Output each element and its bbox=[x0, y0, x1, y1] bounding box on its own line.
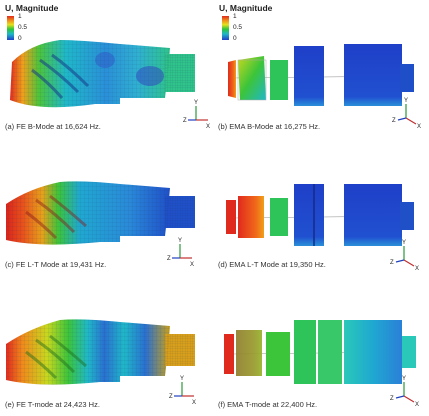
color-bar bbox=[7, 16, 14, 40]
panel-fe-t-mode: Y Z X (e) FE T-mode at 24,423 Hz. bbox=[0, 276, 214, 414]
caption-f: (f) EMA T-mode at 22,400 Hz. bbox=[218, 400, 318, 409]
axis-label-y: Y bbox=[402, 376, 406, 382]
color-bar bbox=[222, 16, 229, 40]
axis-label-z: Z bbox=[183, 118, 187, 124]
axis-triad: Y Z X bbox=[390, 240, 419, 272]
panel-ema-t-mode: Y Z X (f) EMA T-mode at 22,400 Hz. bbox=[214, 276, 428, 414]
legend-tick-mid: 0.5 bbox=[18, 24, 28, 31]
axis-label-y: Y bbox=[402, 240, 406, 246]
axis-triad: Y Z X bbox=[169, 376, 196, 406]
fe-mesh-model bbox=[6, 319, 195, 385]
legend-title: U, Magnitude bbox=[5, 3, 59, 13]
axis-label-x: X bbox=[206, 124, 210, 130]
axis-label-y: Y bbox=[180, 376, 184, 382]
panel-ema-b-mode: U, Magnitude 1 0.5 0 Y Z X (b) EMA B-Mod… bbox=[214, 0, 428, 138]
caption-e: (e) FE T-mode at 24,423 Hz. bbox=[5, 400, 100, 409]
axis-label-z: Z bbox=[390, 396, 394, 402]
axis-label-y: Y bbox=[404, 98, 408, 104]
axis-label-z: Z bbox=[392, 118, 396, 124]
fe-mesh-model bbox=[6, 181, 195, 245]
legend-tick-min: 0 bbox=[233, 35, 237, 42]
legend-tick-mid: 0.5 bbox=[233, 24, 243, 31]
panel-fe-b-mode: U, Magnitude 1 0.5 0 Y Z X (a) FE B-Mode… bbox=[0, 0, 214, 138]
axis-label-x: X bbox=[190, 262, 194, 268]
axis-label-y: Y bbox=[194, 100, 198, 106]
axis-label-z: Z bbox=[169, 394, 173, 400]
fe-mesh-model bbox=[10, 40, 195, 108]
legend-tick-max: 1 bbox=[233, 13, 237, 20]
ema-wireframe-model bbox=[224, 320, 416, 384]
caption-a: (a) FE B-Mode at 16,624 Hz. bbox=[5, 122, 101, 131]
ema-wireframe-model bbox=[226, 184, 415, 246]
panel-ema-lt-mode: Y Z X (d) EMA L-T Mode at 19,350 Hz. bbox=[214, 138, 428, 276]
axis-label-x: X bbox=[192, 400, 196, 406]
axis-label-z: Z bbox=[390, 260, 394, 266]
caption-d: (d) EMA L-T Mode at 19,350 Hz. bbox=[218, 260, 326, 269]
axis-triad: Y Z X bbox=[183, 100, 210, 130]
legend-title: U, Magnitude bbox=[219, 3, 273, 13]
axis-label-x: X bbox=[415, 266, 419, 272]
axis-triad: Y Z X bbox=[390, 376, 419, 408]
axis-label-z: Z bbox=[167, 256, 171, 262]
caption-c: (c) FE L-T Mode at 19,431 Hz. bbox=[5, 260, 107, 269]
axis-triad: Y Z X bbox=[167, 238, 194, 268]
legend-tick-min: 0 bbox=[18, 35, 22, 42]
axis-label-x: X bbox=[415, 402, 419, 408]
panel-fe-lt-mode: Y Z X (c) FE L-T Mode at 19,431 Hz. bbox=[0, 138, 214, 276]
axis-label-x: X bbox=[417, 124, 421, 130]
caption-b: (b) EMA B-Mode at 16,275 Hz. bbox=[218, 122, 321, 131]
ema-wireframe-model bbox=[228, 44, 415, 106]
axis-label-y: Y bbox=[178, 238, 182, 244]
axis-triad: Y Z X bbox=[392, 98, 421, 130]
legend-tick-max: 1 bbox=[18, 13, 22, 20]
